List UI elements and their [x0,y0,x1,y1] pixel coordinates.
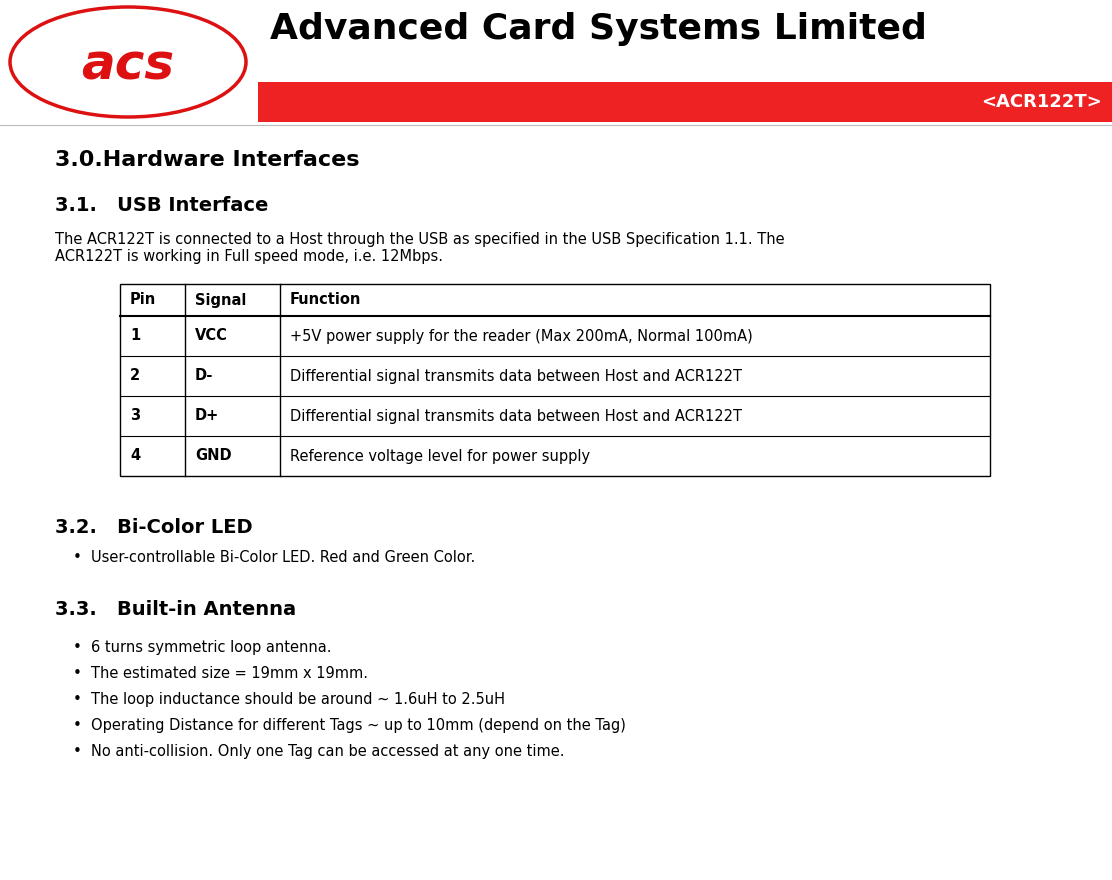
Text: VCC: VCC [195,328,228,343]
Text: 2: 2 [130,369,140,384]
Text: GND: GND [195,449,231,464]
Text: <ACR122T>: <ACR122T> [981,93,1102,111]
Text: acs: acs [81,41,175,89]
Text: •: • [73,549,82,564]
Text: 6 turns symmetric loop antenna.: 6 turns symmetric loop antenna. [91,640,331,655]
Text: Signal: Signal [195,292,247,307]
Text: Pin: Pin [130,292,157,307]
Bar [258,82,1112,122]
Text: •: • [73,640,82,655]
Text: ACR122T is working in Full speed mode, i.e. 12Mbps.: ACR122T is working in Full speed mode, i… [54,249,443,264]
Text: Reference voltage level for power supply: Reference voltage level for power supply [290,449,590,464]
Text: The ACR122T is connected to a Host through the USB as specified in the USB Speci: The ACR122T is connected to a Host throu… [54,232,785,247]
Text: •: • [73,717,82,732]
Text: 3.0.Hardware Interfaces: 3.0.Hardware Interfaces [54,150,359,170]
Text: 3: 3 [130,408,140,423]
Text: The loop inductance should be around ~ 1.6uH to 2.5uH: The loop inductance should be around ~ 1… [91,692,505,707]
Text: 3.1.   USB Interface: 3.1. USB Interface [54,196,268,215]
Text: D+: D+ [195,408,219,423]
Text: 3.2.   Bi-Color LED: 3.2. Bi-Color LED [54,518,252,537]
Text: •: • [73,665,82,680]
Text: Differential signal transmits data between Host and ACR122T: Differential signal transmits data betwe… [290,369,742,384]
Bar [120,284,990,476]
Text: 4: 4 [130,449,140,464]
Text: Advanced Card Systems Limited: Advanced Card Systems Limited [270,12,927,46]
Text: 3.3.   Built-in Antenna: 3.3. Built-in Antenna [54,600,296,619]
Text: Function: Function [290,292,361,307]
Text: Differential signal transmits data between Host and ACR122T: Differential signal transmits data betwe… [290,408,742,423]
Text: D-: D- [195,369,214,384]
Text: 1: 1 [130,328,140,343]
Text: The estimated size = 19mm x 19mm.: The estimated size = 19mm x 19mm. [91,666,368,681]
Text: •: • [73,744,82,759]
Text: No anti-collision. Only one Tag can be accessed at any one time.: No anti-collision. Only one Tag can be a… [91,744,565,759]
Text: +5V power supply for the reader (Max 200mA, Normal 100mA): +5V power supply for the reader (Max 200… [290,328,753,343]
Text: User-controllable Bi-Color LED. Red and Green Color.: User-controllable Bi-Color LED. Red and … [91,550,475,565]
Ellipse shape [10,7,246,117]
Text: •: • [73,692,82,707]
Text: Operating Distance for different Tags ~ up to 10mm (depend on the Tag): Operating Distance for different Tags ~ … [91,718,626,733]
